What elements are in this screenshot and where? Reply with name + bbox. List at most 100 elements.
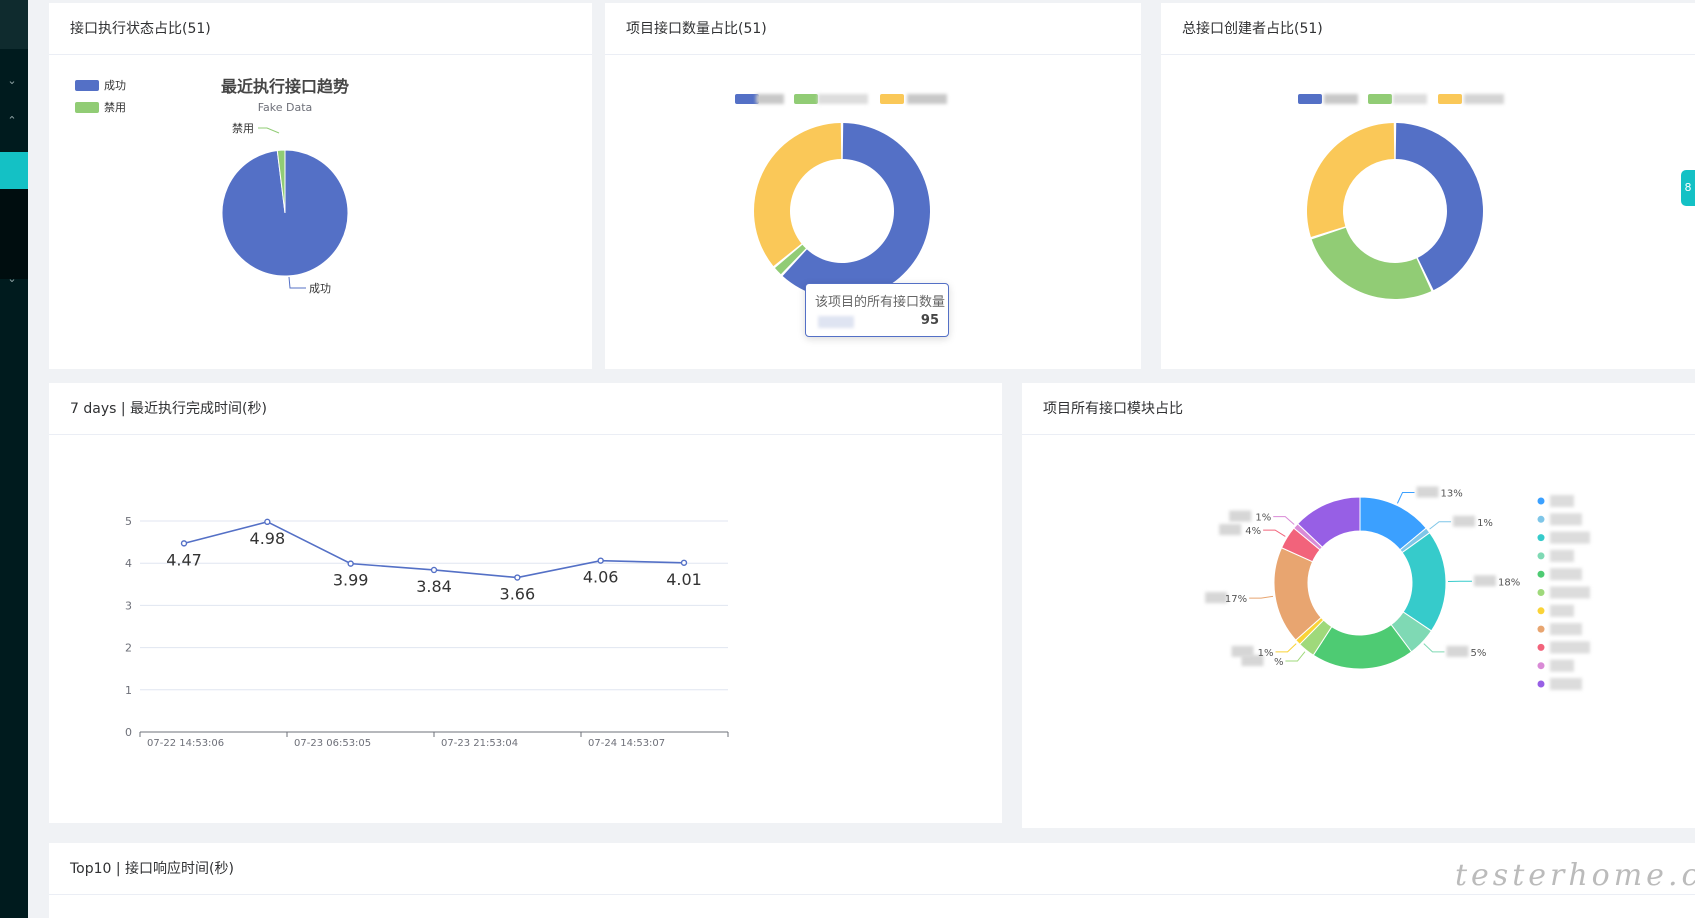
legend-dot[interactable]	[1537, 643, 1545, 651]
legend-label-blurred[interactable]	[1550, 549, 1574, 562]
data-point[interactable]	[264, 518, 271, 526]
pie-label-line	[1423, 643, 1445, 653]
pie-slice[interactable]	[1311, 227, 1432, 299]
pie-slice[interactable]	[276, 149, 286, 214]
legend-label-disabled[interactable]: 禁用	[104, 101, 126, 114]
pie-label-line	[1273, 516, 1295, 525]
legend-label-blurred[interactable]	[1550, 495, 1574, 507]
legend-label-blurred[interactable]	[1550, 623, 1582, 636]
legend-swatch[interactable]	[794, 94, 818, 104]
legend-dot[interactable]	[1537, 515, 1545, 523]
pie-label: 18%	[1498, 577, 1520, 588]
legend-swatch-disabled[interactable]	[75, 102, 99, 113]
legend-swatch[interactable]	[1438, 94, 1462, 104]
legend-label-blurred[interactable]	[1324, 94, 1358, 104]
data-label: 3.66	[500, 585, 536, 604]
duration-card-title: 7 days | 最近执行完成时间(秒)	[49, 383, 1002, 435]
floating-settings-tab[interactable]: 8	[1681, 170, 1695, 206]
legend-label-blurred[interactable]	[1550, 604, 1574, 617]
project-count-card-title: 项目接口数量占比(51)	[605, 3, 1141, 55]
pie-label: 1%	[1255, 513, 1271, 524]
pie-slice[interactable]	[774, 244, 806, 275]
legend-swatch-success[interactable]	[75, 80, 99, 91]
legend-label-blurred[interactable]	[1550, 641, 1590, 654]
duration-line-chart: 0 1 2 3 4 5 07-22 14:53:06 07-23 06:53:05 07-23 …	[125, 515, 729, 749]
pie-slice[interactable]	[782, 123, 930, 299]
pie-label: 5%	[1470, 648, 1486, 659]
legend-swatch[interactable]	[735, 94, 759, 104]
legend-dot[interactable]	[1537, 662, 1545, 670]
data-point[interactable]	[430, 566, 438, 574]
legend-label-blurred[interactable]	[1550, 586, 1590, 599]
legend-label-blurred[interactable]	[818, 94, 868, 104]
legend-swatch[interactable]	[1298, 94, 1322, 104]
pie-label-blurred	[1446, 645, 1469, 657]
pie-label-line	[1275, 643, 1297, 653]
chevron-down-icon[interactable]: ⌄	[7, 272, 17, 285]
pie-label-blurred	[1416, 486, 1439, 498]
y-tick-label: 5	[125, 515, 132, 528]
sidebar-logo-area	[0, 0, 28, 49]
data-point[interactable]	[597, 557, 604, 564]
modules-card-title: 项目所有接口模块占比	[1022, 383, 1695, 435]
data-point[interactable]	[514, 574, 521, 581]
pie-label: 13%	[1441, 488, 1463, 499]
pie-label: 1%	[1258, 648, 1274, 659]
creator-card: 总接口创建者占比(51)	[1161, 3, 1695, 369]
legend-dot[interactable]	[1537, 625, 1545, 633]
pie-slice[interactable]	[1296, 496, 1361, 548]
sidebar-active-item[interactable]	[0, 152, 28, 189]
watermark: testerhome.com	[1455, 858, 1695, 893]
legend-swatch[interactable]	[880, 94, 904, 104]
chevron-up-icon[interactable]: ⌃	[7, 114, 17, 127]
legend-label-success[interactable]: 成功	[104, 79, 126, 92]
legend-dot[interactable]	[1537, 589, 1545, 596]
y-tick-label: 2	[125, 642, 132, 655]
pie-label-success: 成功	[309, 282, 331, 295]
pie-label-line	[1429, 521, 1452, 530]
status-pie-chart: 成功 禁用 最近执行接口趋势 Fake Data 禁用 成功	[75, 77, 349, 295]
legend-label-blurred[interactable]	[1550, 531, 1590, 544]
legend-label-blurred[interactable]	[756, 94, 784, 104]
pie-label-line	[1263, 529, 1286, 537]
legend-swatch[interactable]	[1368, 94, 1392, 104]
status-card: 接口执行状态占比(51) 成功 禁用 最近执行接口趋势 Fake Data 禁用…	[49, 3, 592, 369]
pie-slice[interactable]	[1395, 123, 1483, 291]
y-tick-label: 1	[125, 684, 132, 697]
pie-slice[interactable]	[754, 123, 842, 267]
modules-card: 项目所有接口模块占比 13% 1% 18% 5%% 1% 17% 4% 1%	[1022, 383, 1695, 828]
pie-slice[interactable]	[1307, 123, 1395, 238]
legend-dot[interactable]	[1537, 552, 1545, 560]
legend-dot[interactable]	[1537, 680, 1545, 688]
chart-title: 最近执行接口趋势	[221, 77, 349, 96]
legend-label-blurred[interactable]	[1550, 513, 1582, 526]
pie-label-blurred	[1473, 575, 1496, 587]
sidebar-submenu[interactable]	[0, 189, 28, 279]
pie-label-line	[1285, 651, 1306, 662]
modules-donut-chart: 13%1%18%5%%1%17%4%1%	[1205, 486, 1590, 690]
data-point[interactable]	[347, 560, 354, 567]
legend-dot[interactable]	[1537, 607, 1545, 615]
x-tick-label: 07-23 21:53:04	[441, 738, 518, 749]
creator-donut-chart	[1298, 94, 1504, 299]
top10-card: Top10 | 接口响应时间(秒)	[49, 843, 1695, 918]
legend-dot[interactable]	[1537, 570, 1545, 578]
legend-dot[interactable]	[1537, 534, 1545, 542]
legend-label-blurred[interactable]	[1550, 568, 1582, 581]
data-label: 3.99	[333, 571, 369, 590]
pie-label-blurred	[1219, 524, 1242, 536]
pie-label-blurred	[1241, 655, 1264, 667]
chevron-down-icon[interactable]: ⌄	[7, 74, 17, 87]
legend-label-blurred[interactable]	[1393, 94, 1427, 104]
pie-label-line	[1396, 491, 1415, 504]
pie-label-line-success	[288, 276, 306, 289]
y-tick-label: 3	[125, 599, 132, 612]
tooltip-value: 95	[920, 313, 939, 328]
legend-label-blurred[interactable]	[907, 94, 947, 104]
legend-label-blurred[interactable]	[1464, 94, 1504, 104]
data-point[interactable]	[180, 540, 188, 547]
data-point[interactable]	[680, 559, 688, 566]
legend-label-blurred[interactable]	[1550, 678, 1582, 690]
legend-dot[interactable]	[1537, 497, 1545, 505]
legend-label-blurred[interactable]	[1550, 659, 1574, 672]
